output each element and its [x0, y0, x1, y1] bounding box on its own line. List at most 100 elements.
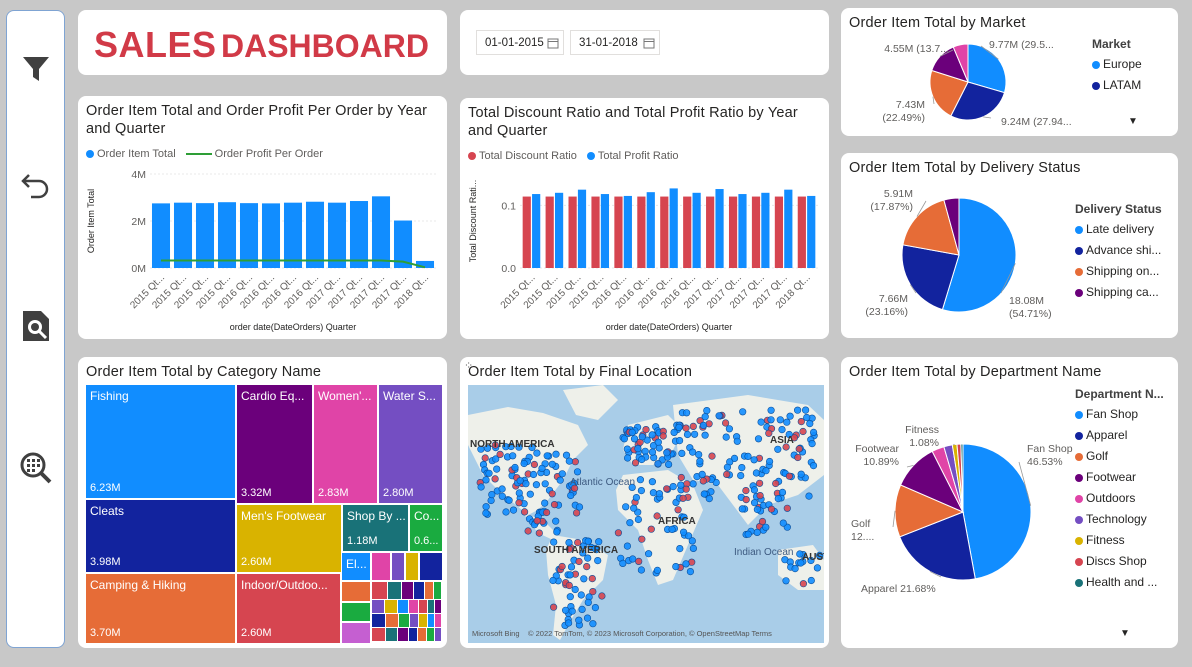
location-dot[interactable] [565, 581, 573, 590]
location-dot[interactable] [794, 406, 802, 414]
location-dot[interactable] [676, 436, 684, 445]
treemap-cell[interactable] [418, 600, 427, 613]
location-dot[interactable] [623, 542, 631, 550]
location-dot[interactable] [565, 539, 573, 547]
location-dot[interactable] [562, 451, 571, 459]
location-dot[interactable] [737, 471, 745, 480]
location-dot[interactable] [620, 435, 628, 443]
location-dot[interactable] [756, 491, 764, 500]
treemap-cell[interactable]: Cleats 3.98M [86, 500, 235, 572]
location-dot[interactable] [566, 571, 574, 579]
location-dot[interactable] [744, 452, 752, 460]
location-dot[interactable] [634, 444, 642, 453]
location-dot[interactable] [669, 482, 677, 491]
profit-line[interactable] [161, 259, 426, 269]
location-dot[interactable] [767, 416, 775, 424]
treemap-cell[interactable]: Water S... 2.80M [379, 385, 442, 503]
location-dot[interactable] [753, 505, 762, 514]
treemap-cell[interactable] [397, 600, 408, 613]
location-dot[interactable] [766, 457, 774, 466]
location-dot[interactable] [515, 443, 523, 451]
grid-zoom-icon[interactable] [19, 451, 53, 485]
location-dot[interactable] [634, 515, 642, 524]
location-dot[interactable] [774, 494, 782, 503]
location-dot[interactable] [751, 499, 759, 507]
legend-item[interactable]: Fan Shop [1075, 407, 1164, 421]
pie-slice[interactable] [950, 81, 1006, 121]
location-dot[interactable] [524, 527, 532, 535]
treemap-cell[interactable] [372, 614, 386, 627]
bar[interactable] [761, 192, 770, 268]
location-dot[interactable] [561, 606, 570, 614]
pie-slice[interactable] [899, 511, 976, 581]
location-dot[interactable] [584, 537, 592, 545]
location-dot[interactable] [482, 509, 490, 517]
location-dot[interactable] [668, 525, 676, 533]
treemap-cell[interactable] [398, 628, 408, 641]
location-dot[interactable] [522, 480, 530, 488]
treemap-cell[interactable]: Indoor/Outdoo... 2.60M [237, 574, 340, 643]
treemap-cell[interactable] [372, 582, 388, 599]
location-dot[interactable] [492, 455, 500, 463]
start-date-input[interactable]: 01-01-2015 [476, 30, 564, 55]
location-dot[interactable] [530, 460, 539, 469]
location-dot[interactable] [515, 489, 523, 497]
treemap-cell[interactable] [372, 628, 386, 641]
location-dot[interactable] [757, 418, 765, 426]
location-dot[interactable] [535, 529, 543, 537]
location-dot[interactable] [758, 517, 767, 526]
map-credit[interactable]: © 2022 TomTom, © 2023 Microsoft Corporat… [528, 629, 772, 638]
location-dot[interactable] [528, 443, 536, 452]
location-dot[interactable] [648, 448, 657, 456]
location-dot[interactable] [772, 479, 780, 488]
location-dot[interactable] [683, 430, 692, 439]
bar[interactable] [591, 196, 600, 268]
location-dot[interactable] [783, 504, 791, 512]
location-dot[interactable] [753, 528, 761, 536]
bar[interactable] [614, 196, 623, 268]
location-dot[interactable] [767, 505, 776, 513]
location-dot[interactable] [689, 480, 697, 488]
location-dot[interactable] [796, 550, 804, 558]
location-dot[interactable] [543, 452, 551, 460]
location-dot[interactable] [730, 454, 739, 462]
location-dot[interactable] [670, 428, 678, 437]
treemap-cell[interactable] [426, 628, 434, 641]
pie-slice[interactable] [960, 443, 964, 513]
treemap-cell[interactable] [408, 600, 418, 613]
bar[interactable] [217, 202, 237, 268]
location-dot[interactable] [628, 483, 636, 491]
pie-slice[interactable] [952, 43, 969, 83]
legend-item[interactable]: Late delivery [1075, 222, 1162, 236]
location-dot[interactable] [573, 468, 582, 476]
location-dot[interactable] [803, 413, 811, 422]
calendar-icon[interactable] [643, 37, 655, 49]
location-dot[interactable] [549, 576, 557, 585]
location-dot[interactable] [552, 517, 560, 525]
location-dot[interactable] [688, 537, 696, 545]
location-dot[interactable] [533, 449, 541, 457]
bar[interactable] [415, 260, 435, 268]
location-dot[interactable] [696, 457, 704, 465]
treemap-cell[interactable] [434, 614, 441, 627]
location-dot[interactable] [705, 494, 713, 503]
location-dot[interactable] [520, 508, 529, 516]
location-dot[interactable] [509, 506, 518, 514]
legend-item[interactable]: Apparel [1075, 428, 1164, 442]
location-dot[interactable] [532, 481, 540, 489]
bar[interactable] [600, 194, 610, 268]
bar[interactable] [239, 203, 259, 268]
legend-more-arrow-icon[interactable]: ▼ [1128, 116, 1138, 127]
bar[interactable] [646, 192, 655, 268]
location-dot[interactable] [699, 421, 707, 430]
location-dot[interactable] [797, 470, 805, 478]
location-dot[interactable] [635, 557, 643, 565]
location-dot[interactable] [649, 441, 658, 450]
bar[interactable] [807, 195, 816, 268]
location-dot[interactable] [591, 604, 599, 612]
treemap-cell[interactable] [385, 600, 397, 613]
location-dot[interactable] [526, 490, 534, 498]
bar[interactable] [692, 192, 701, 268]
location-dot[interactable] [629, 555, 637, 563]
location-dot[interactable] [725, 425, 734, 433]
